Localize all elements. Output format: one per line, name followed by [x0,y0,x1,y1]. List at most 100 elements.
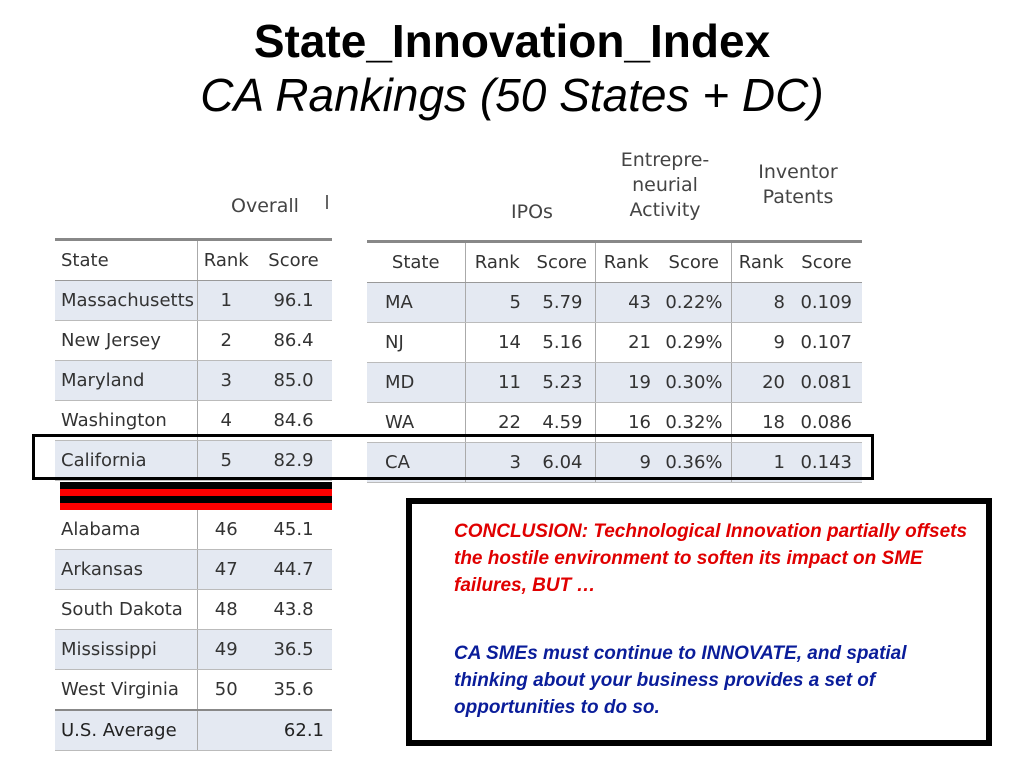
section-divider-stripes [60,482,332,510]
recommendation-text: CA SMEs must continue to INNOVATE, and s… [454,643,907,718]
conclusion-text: CONCLUSION: Technological Innovation par… [454,521,968,596]
average-rank-empty [196,709,255,751]
state-abbr: MD [367,362,465,403]
pat-score: 0.143 [791,442,862,483]
score-value: 36.5 [255,629,332,670]
state-abbr: CA [367,442,465,483]
col-header-state: State [55,238,197,281]
pat-score: 0.109 [791,282,862,323]
score-value: 85.0 [255,360,332,401]
component-table: State Rank Score Rank Score Rank Score M… [367,240,862,483]
col-header-ipo-score: Score [529,240,595,283]
ipos-group-header: IPOs [511,201,553,223]
rank-value: 49 [196,629,255,670]
pat-rank: 20 [730,362,791,403]
rank-value: 1 [196,280,255,321]
score-value: 45.1 [255,510,332,550]
ent-rank: 21 [594,322,657,363]
state-name: South Dakota [55,589,197,630]
rank-value: 3 [196,360,255,401]
col-header-ipo-rank: Rank [464,240,529,283]
table-row: CA 3 6.04 9 0.36% 1 0.143 [367,442,862,483]
rank-value: 50 [196,669,255,711]
state-name: New Jersey [55,320,197,361]
rank-value: 48 [196,589,255,630]
ipo-rank: 14 [464,322,529,363]
patents-group-header: Inventor Patents [758,161,838,208]
overall-group-header: Overall [231,195,299,217]
ent-score: 0.29% [657,322,731,363]
col-header-pat-score: Score [791,240,862,283]
slide-title: State_Innovation_Index [253,15,771,67]
pat-score: 0.107 [791,322,862,363]
entrepreneurial-group-header: Entrepre- neurial Activity [620,149,710,221]
stripe-red-top [60,489,332,496]
state-name: West Virginia [55,669,197,711]
table-row: WA 22 4.59 16 0.32% 18 0.086 [367,402,862,443]
average-row: U.S. Average 62.1 [55,709,332,751]
table-row: Maryland 3 85.0 [55,360,332,401]
table-row: Mississippi 49 36.5 [55,629,332,670]
ent-rank: 19 [594,362,657,403]
table-row: New Jersey 2 86.4 [55,320,332,361]
score-value: 35.6 [255,669,332,711]
ipo-score: 5.23 [529,362,595,403]
table-row: Alabama 46 45.1 [55,510,332,550]
state-name: Maryland [55,360,197,401]
table-row: MA 5 5.79 43 0.22% 8 0.109 [367,282,862,323]
ent-rank: 43 [594,282,657,323]
state-name: California [55,440,197,481]
rank-value: 47 [196,549,255,590]
pat-rank: 1 [730,442,791,483]
california-highlight-box [32,434,874,480]
pat-score: 0.081 [791,362,862,403]
stripe-red-bottom [60,503,332,510]
col-header-ent-score: Score [657,240,731,283]
ipo-score: 6.04 [529,442,595,483]
table-row: South Dakota 48 43.8 [55,589,332,630]
col-header-rank: Rank [196,238,255,281]
col-header-state: State [367,240,465,283]
rank-value: 46 [196,510,255,550]
ent-score: 0.30% [657,362,731,403]
table-row: Arkansas 47 44.7 [55,549,332,590]
rank-value: 2 [196,320,255,361]
table-row: MD 11 5.23 19 0.30% 20 0.081 [367,362,862,403]
ent-score: 0.36% [657,442,731,483]
score-value: 96.1 [255,280,332,321]
conclusion-box: CONCLUSION: Technological Innovation par… [406,498,992,746]
state-name: Massachusetts [55,280,197,321]
table-row: California 5 82.9 [55,440,332,481]
ent-score: 0.22% [657,282,731,323]
rank-value: 5 [196,440,255,481]
ipo-rank: 3 [464,442,529,483]
score-value: 82.9 [255,440,332,481]
state-name: Mississippi [55,629,197,670]
pat-rank: 9 [730,322,791,363]
table-row: West Virginia 50 35.6 [55,669,332,711]
overall-top-table: State Rank Score Massachusetts 1 96.1 Ne… [55,238,332,481]
stripe-black-middle [60,496,332,503]
average-score: 62.1 [255,709,332,751]
ipo-rank: 5 [464,282,529,323]
score-value: 43.8 [255,589,332,630]
ipo-score: 5.79 [529,282,595,323]
state-abbr: NJ [367,322,465,363]
ipo-score: 5.16 [529,322,595,363]
slide-subtitle: CA Rankings (50 States + DC) [200,69,824,121]
stripe-black-top [60,482,332,489]
score-value: 44.7 [255,549,332,590]
overall-header-divider [326,195,328,209]
table-row: NJ 14 5.16 21 0.29% 9 0.107 [367,322,862,363]
ipo-rank: 11 [464,362,529,403]
state-abbr: MA [367,282,465,323]
table-row: Massachusetts 1 96.1 [55,280,332,321]
ent-rank: 9 [594,442,657,483]
pat-rank: 8 [730,282,791,323]
overall-bottom-table: Alabama 46 45.1 Arkansas 47 44.7 South D… [55,510,332,751]
average-label: U.S. Average [55,709,197,751]
state-name: Arkansas [55,549,197,590]
state-name: Alabama [55,510,197,550]
score-value: 86.4 [255,320,332,361]
col-header-ent-rank: Rank [594,240,657,283]
